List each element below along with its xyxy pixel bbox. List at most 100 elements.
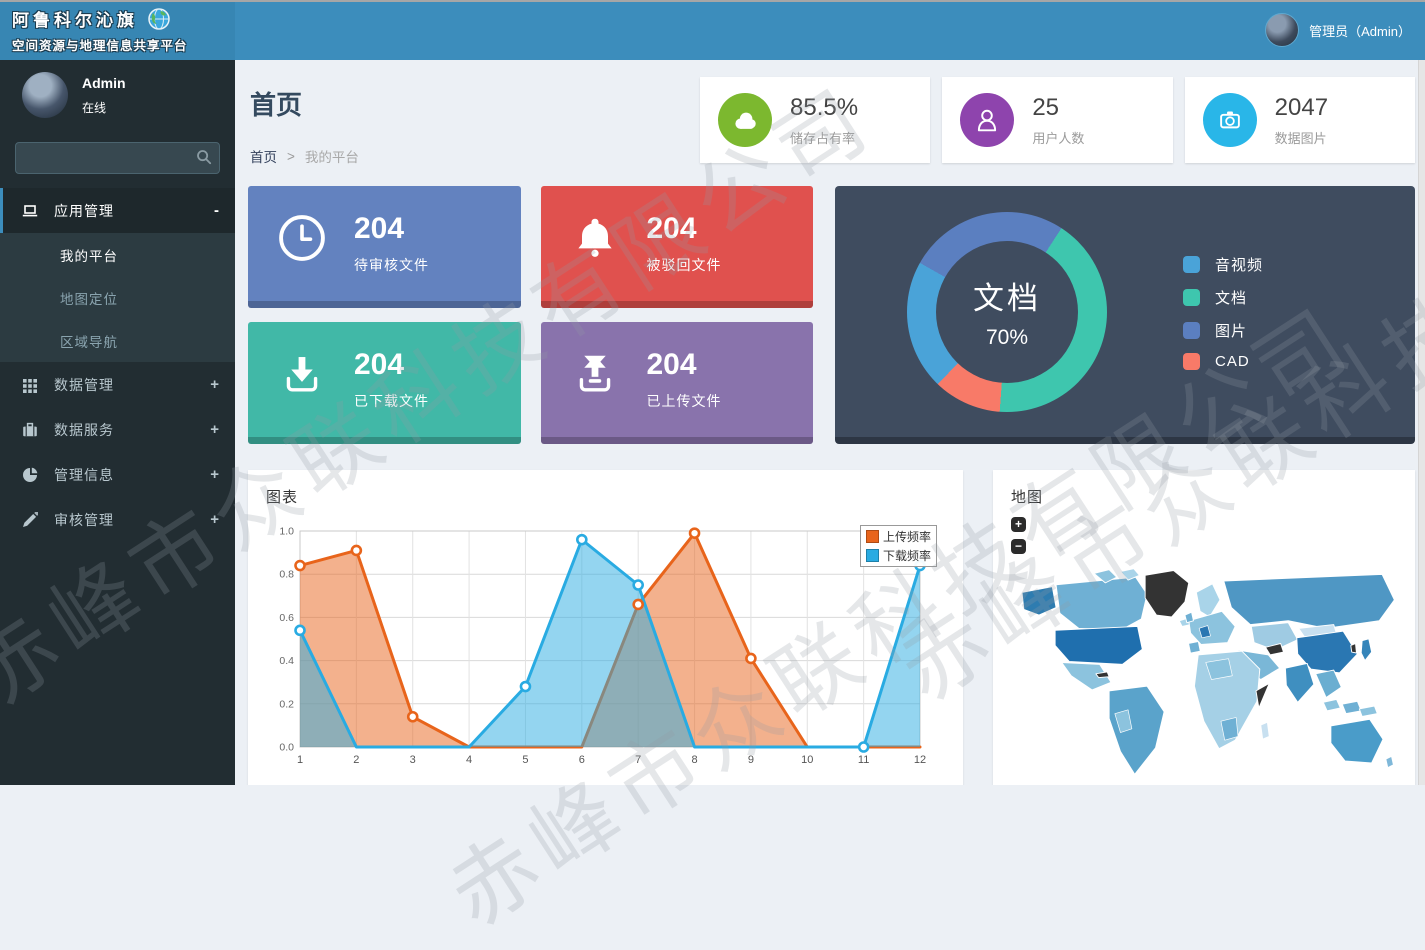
map-zoom-out-button[interactable]: − [1011,539,1026,554]
donut-chart: 文档 70% [907,211,1107,412]
svg-text:5: 5 [522,754,528,766]
legend-swatch [1183,321,1200,339]
pencil-icon [22,511,38,528]
sidebar-item-label: 数据管理 [54,376,114,393]
legend-item: 文档 [1183,287,1263,308]
expand-icon: + [210,421,219,438]
svg-text:0.8: 0.8 [279,569,294,581]
sidebar-item-label: 审核管理 [54,511,114,528]
legend-label: CAD [1215,352,1250,370]
legend-label: 上传频率 [882,530,931,544]
sidebar-item-label: 数据服务 [54,421,114,438]
tile-label: 被驳回文件 [646,257,722,273]
svg-text:3: 3 [410,754,416,766]
stat-value: 2047 [1274,93,1329,121]
tile-rejected-files[interactable]: 204 被驳回文件 [540,186,813,308]
breadcrumb-current: 我的平台 [304,150,359,165]
user-icon [960,93,1015,147]
svg-text:0.4: 0.4 [279,655,294,667]
clock-icon [276,212,328,301]
tile-uploaded-files[interactable]: 204 已上传文件 [540,322,813,444]
legend-swatch [1183,288,1200,306]
sidebar-item-data-service[interactable]: 数据服务 + [0,407,235,452]
breadcrumb: 首页 > 我的平台 [250,146,700,166]
expand-icon: + [210,376,219,393]
svg-text:0.2: 0.2 [279,698,294,710]
svg-text:12: 12 [914,754,926,766]
tile-value: 204 [354,348,405,381]
svg-text:7: 7 [635,754,641,766]
main-content: 首页 首页 > 我的平台 85.5% 储存占有率 [235,60,1425,785]
svg-text:6: 6 [579,754,585,766]
search-input[interactable] [15,142,220,174]
line-chart-panel: 图表 0.0 0.2 0.4 0.6 0.8 1.0 1 2 3 4 5 6 7 8 9 10 11 12 上传频… [248,470,963,785]
upload-icon [569,348,621,437]
legend-label: 图片 [1215,322,1248,340]
tiles-grid: 204 待审核文件 204 被驳回文件 [248,186,813,444]
legend-swatch [865,530,879,543]
sidebar-item-app-management[interactable]: 应用管理 - [0,188,235,233]
search-button[interactable] [190,146,216,170]
donut-center: 文档 70% [936,240,1078,383]
legend-item: 音视频 [1183,254,1263,275]
sidebar-item-management-info[interactable]: 管理信息 + [0,452,235,497]
map-panel: 地图 + − [993,470,1415,785]
user-avatar [22,72,68,118]
chart-panel-title: 图表 [266,489,299,506]
sidebar-item-region-nav[interactable]: 区域导航 [60,334,118,350]
sidebar-menu: 应用管理 - 我的平台 地图定位 区域导航 数据管理 + [0,188,235,542]
cloud-icon [718,93,772,147]
stat-label: 储存占有率 [790,130,856,146]
sidebar-item-my-platform[interactable]: 我的平台 [60,248,118,264]
window-edge [0,0,1425,2]
stat-label: 数据图片 [1274,130,1327,146]
sidebar-item-map-locate[interactable]: 地图定位 [60,291,118,307]
legend-swatch [1183,352,1200,370]
donut-chart-panel: 文档 70% 音视频 文档 图片 CAD [835,186,1415,444]
svg-text:1: 1 [297,754,303,766]
app-title: 阿鲁科尔沁旗 [12,11,138,30]
svg-text:4: 4 [466,754,472,766]
svg-text:0.6: 0.6 [279,612,294,624]
world-map[interactable] [1003,562,1401,780]
stat-label: 用户人数 [1032,130,1085,146]
user-name: Admin [82,74,126,91]
sidebar-item-audit-management[interactable]: 审核管理 + [0,497,235,542]
tile-label: 待审核文件 [354,257,429,273]
camera-icon [1202,93,1257,147]
user-avatar-small[interactable] [1265,13,1300,47]
map-zoom-in-button[interactable]: + [1011,517,1026,532]
search-icon [196,149,212,165]
legend-label: 文档 [1215,289,1248,307]
donut-center-label: 文档 [973,281,1041,316]
tile-downloaded-files[interactable]: 204 已下载文件 [248,322,521,444]
legend-item: CAD [1183,352,1263,370]
app-subtitle: 空间资源与地理信息共享平台 [12,39,188,53]
bell-icon [569,212,621,301]
stat-value: 25 [1032,93,1060,121]
donut-legend: 音视频 文档 图片 CAD [1183,254,1263,370]
donut-center-value: 70% [985,326,1029,349]
legend-label: 音视频 [1215,256,1264,274]
expand-icon: + [210,466,219,483]
breadcrumb-home[interactable]: 首页 [250,150,277,165]
sidebar-item-data-management[interactable]: 数据管理 + [0,362,235,407]
map-panel-title: 地图 [1011,489,1044,506]
sidebar-submenu: 我的平台 地图定位 区域导航 [0,233,235,362]
breadcrumb-separator: > [287,148,295,164]
tile-pending-files[interactable]: 204 待审核文件 [248,186,521,308]
svg-text:0.0: 0.0 [279,742,294,754]
tile-label: 已下载文件 [354,393,429,409]
page-title: 首页 [250,90,303,120]
line-chart: 0.00.20.40.60.81.01 2 3 4 5 6 7 8 9 10 11 12 [279,526,926,767]
stat-card-images: 2047 数据图片 [1184,77,1415,163]
expand-icon: + [210,511,219,528]
user-status: 在线 [82,100,107,115]
legend-label: 下载频率 [882,549,931,563]
user-menu[interactable]: 管理员（Admin） [1265,0,1411,60]
app-logo: 阿鲁科尔沁旗 空间资源与地理信息共享平台 [0,0,235,60]
scrollbar[interactable] [1418,60,1425,785]
user-menu-label: 管理员（Admin） [1309,23,1411,39]
tile-value: 204 [354,212,405,245]
line-chart-legend: 上传频率 下载频率 [859,525,937,567]
